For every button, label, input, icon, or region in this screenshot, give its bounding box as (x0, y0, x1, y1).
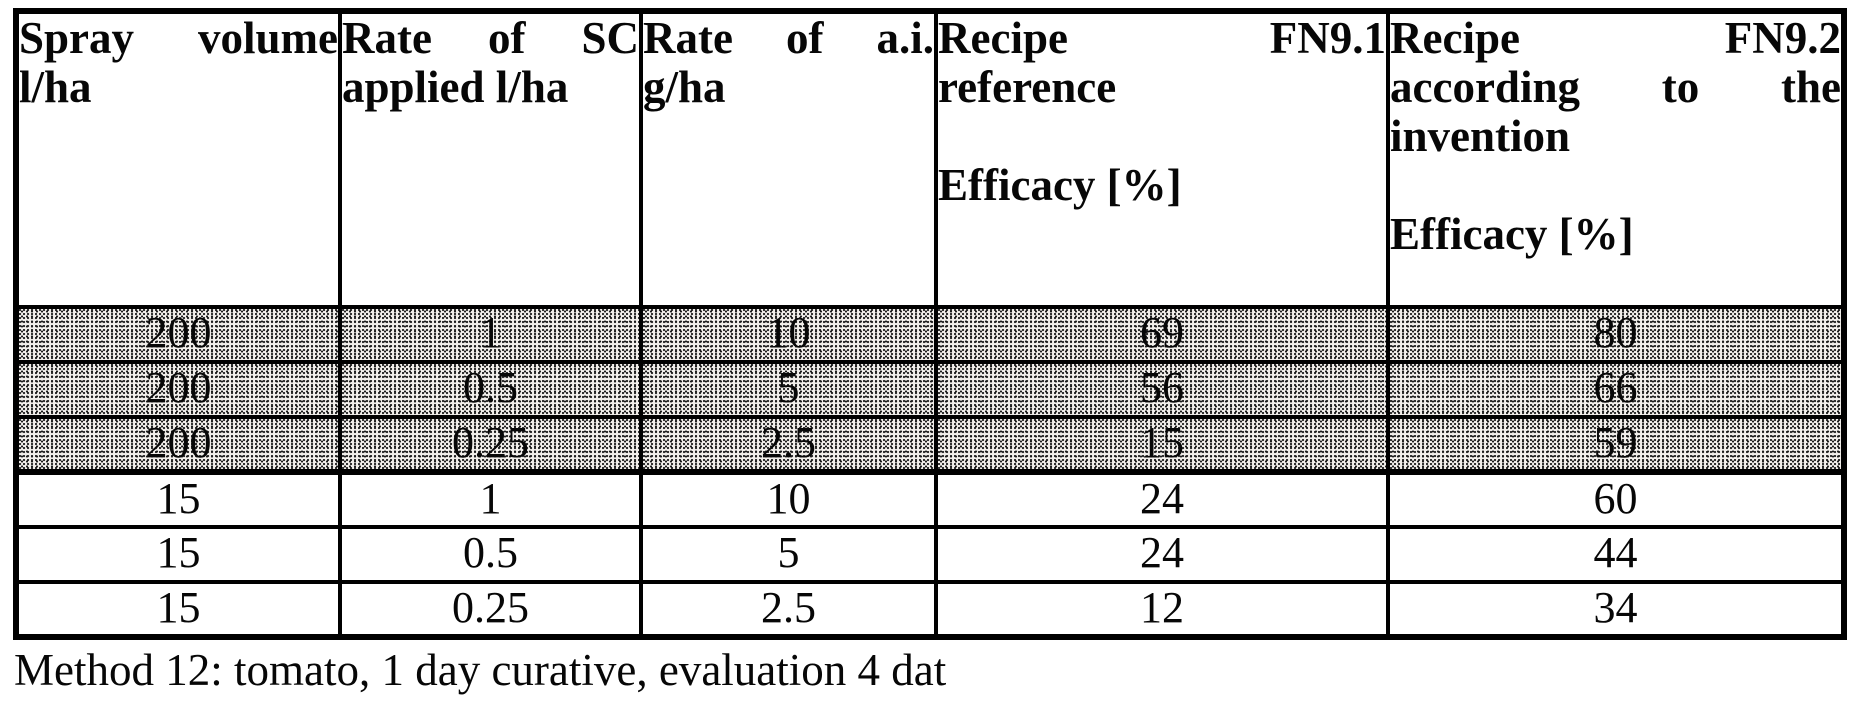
header-line: Spray volume (19, 13, 338, 63)
table-cell-rate-ai: 2.5 (639, 415, 938, 475)
header-word: FN9.2 (1724, 13, 1841, 63)
table-cell-rate-sc-applied: 0.25 (338, 415, 643, 475)
table-cell-recipe-fn91-reference: 15 (934, 415, 1390, 475)
column-header-spray-volume: Spray volume l/ha (14, 9, 342, 309)
method-caption: Method 12: tomato, 1 day curative, evalu… (14, 645, 947, 695)
table-row: 15 1 10 24 60 (14, 470, 1846, 529)
header-word: the (1780, 62, 1841, 112)
table-cell-rate-ai: 10 (639, 305, 938, 364)
table-cell-recipe-fn91-reference: 12 (934, 580, 1390, 639)
table-cell-rate-ai: 5 (639, 525, 938, 584)
table-cell-recipe-fn91-reference: 24 (934, 525, 1390, 584)
header-word: volume (198, 13, 338, 63)
table-cell-rate-sc-applied: 1 (338, 305, 643, 364)
header-word: a.i. (876, 13, 934, 63)
table-header: Spray volume l/ha Rate of SC applied l/ha Rate o… (14, 9, 1846, 309)
column-header-recipe-fn91-reference: Recipe FN9.1 reference Efficacy [%] (934, 9, 1390, 309)
results-table: Spray volume l/ha Rate of SC applied l/ha Rate o… (13, 8, 1847, 640)
table-cell-rate-ai: 10 (639, 470, 938, 529)
table-cell-spray-volume: 15 (14, 580, 342, 639)
table-row: 200 1 10 69 80 (14, 305, 1846, 364)
header-word: according (1390, 62, 1580, 112)
header-word: Spray (19, 13, 135, 63)
table-cell-recipe-fn91-reference: 56 (934, 360, 1390, 419)
header-word: of (785, 13, 824, 63)
header-line: Efficacy [%] (938, 160, 1384, 210)
column-header-rate-ai: Rate of a.i. g/ha (639, 9, 938, 309)
header-word: Recipe (938, 13, 1068, 63)
table-cell-recipe-fn92-invention: 60 (1386, 470, 1846, 529)
table-row: 15 0.5 5 24 44 (14, 525, 1846, 584)
header-word: Rate (342, 13, 432, 63)
header-line: according to the (1390, 62, 1841, 112)
table-row: 200 0.5 5 56 66 (14, 360, 1846, 419)
table-cell-spray-volume: 200 (14, 360, 342, 419)
column-header-recipe-fn92-invention: Recipe FN9.2 according to the invention Effica… (1386, 9, 1846, 309)
table-cell-spray-volume: 15 (14, 525, 342, 584)
table-cell-recipe-fn92-invention: 34 (1386, 580, 1846, 639)
table-body: 200 1 10 69 80 200 0.5 5 56 66 200 0.25 2.5 15 59 15 1 10… (14, 305, 1846, 639)
header-word: Rate (643, 13, 733, 63)
header-line: g/ha (643, 62, 932, 112)
header-word: of (487, 13, 526, 63)
header-row: Spray volume l/ha Rate of SC applied l/ha Rate o… (14, 9, 1846, 309)
header-line: l/ha (19, 62, 336, 112)
header-spacer-line (940, 112, 1384, 161)
table-cell-recipe-fn92-invention: 80 (1386, 305, 1846, 364)
header-word: Recipe (1390, 13, 1520, 63)
table-cell-rate-ai: 2.5 (639, 580, 938, 639)
table-cell-recipe-fn92-invention: 66 (1386, 360, 1846, 419)
table-cell-rate-sc-applied: 1 (338, 470, 643, 529)
header-word: reference (938, 62, 1117, 112)
column-header-rate-sc-applied: Rate of SC applied l/ha (338, 9, 643, 309)
header-line: Rate of a.i. (643, 13, 934, 63)
table-row: 200 0.25 2.5 15 59 (14, 415, 1846, 475)
header-word: invention (1390, 111, 1571, 161)
table-cell-recipe-fn92-invention: 44 (1386, 525, 1846, 584)
header-word: g/ha (643, 62, 726, 112)
table-cell-recipe-fn92-invention: 59 (1386, 415, 1846, 475)
header-word: SC (581, 13, 639, 63)
table-cell-rate-sc-applied: 0.5 (338, 525, 643, 584)
header-word: Efficacy [%] (938, 160, 1182, 210)
table-cell-spray-volume: 200 (14, 305, 342, 364)
header-line: Rate of SC (342, 13, 639, 63)
header-spacer-line (1392, 161, 1840, 210)
header-line: applied l/ha (342, 62, 637, 112)
table-cell-spray-volume: 15 (14, 470, 342, 529)
header-line: Recipe FN9.1 (938, 13, 1386, 63)
header-line: reference (938, 62, 1384, 112)
header-word: to (1661, 62, 1700, 112)
table-cell-recipe-fn91-reference: 24 (934, 470, 1390, 529)
header-line: Recipe FN9.2 (1390, 13, 1841, 63)
table-row: 15 0.25 2.5 12 34 (14, 580, 1846, 639)
table-cell-spray-volume: 200 (14, 415, 342, 475)
table-cell-rate-ai: 5 (639, 360, 938, 419)
header-line: Efficacy [%] (1390, 209, 1840, 259)
header-word: applied l/ha (342, 62, 569, 112)
table-cell-rate-sc-applied: 0.5 (338, 360, 643, 419)
table-cell-recipe-fn91-reference: 69 (934, 305, 1390, 364)
header-word: l/ha (19, 62, 92, 112)
table-cell-rate-sc-applied: 0.25 (338, 580, 643, 639)
header-line: invention (1390, 111, 1840, 161)
header-word: Efficacy [%] (1390, 209, 1634, 259)
header-word: FN9.1 (1269, 13, 1386, 63)
